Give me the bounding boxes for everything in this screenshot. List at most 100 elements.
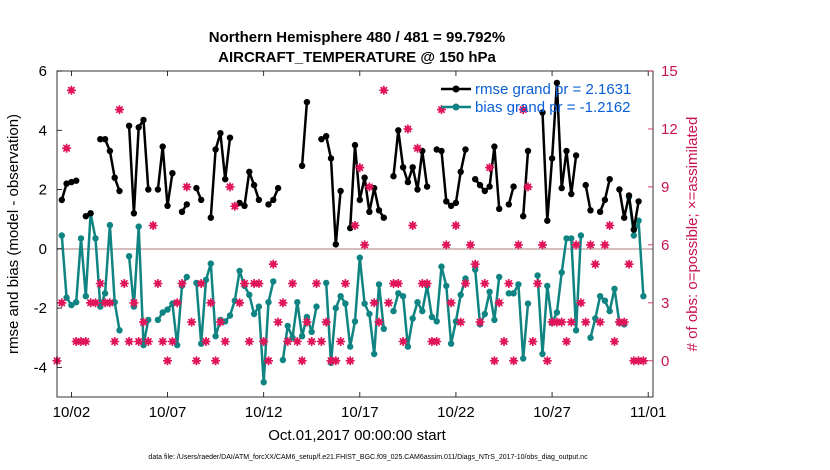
obs-marker-star xyxy=(610,337,619,346)
obs-count-series xyxy=(52,85,648,366)
rmse-point xyxy=(193,184,200,192)
obs-marker-star xyxy=(119,279,129,288)
obs-marker-star xyxy=(345,356,355,366)
rmse-point xyxy=(106,147,114,155)
rmse-point xyxy=(183,201,190,208)
chart-title: Northern Hemisphere 480 / 481 = 99.792% xyxy=(209,29,505,46)
bias-point xyxy=(611,285,618,292)
obs-marker xyxy=(71,337,81,346)
obs-marker xyxy=(379,85,389,95)
obs-marker-star xyxy=(538,240,547,250)
obs-marker xyxy=(465,240,475,250)
obs-marker-star xyxy=(614,317,624,327)
bias-point xyxy=(390,307,397,315)
rmse-point xyxy=(606,176,613,183)
rmse-point xyxy=(145,186,152,193)
obs-marker xyxy=(513,240,523,250)
obs-marker-star xyxy=(249,279,259,288)
bias-point xyxy=(164,306,171,313)
legend: rmse grand pr = 2.1631 bias grand pr = -… xyxy=(441,81,631,116)
rmse-point xyxy=(582,181,589,189)
obs-marker xyxy=(95,279,105,288)
rmse-point xyxy=(457,168,464,175)
obs-marker xyxy=(139,317,148,327)
x-tick-label: 10/12 xyxy=(245,404,283,421)
obs-marker-star xyxy=(369,298,379,308)
obs-marker xyxy=(76,337,86,346)
obs-marker-star xyxy=(403,124,413,134)
x-tick-label: 10/27 xyxy=(533,404,571,421)
rmse-point xyxy=(553,79,561,87)
rmse-point xyxy=(241,202,248,209)
obs-marker-star xyxy=(129,298,139,308)
obs-marker xyxy=(494,298,504,308)
obs-marker xyxy=(489,356,499,366)
obs-marker xyxy=(638,356,648,366)
obs-marker xyxy=(538,240,547,250)
obs-marker-star xyxy=(148,221,158,230)
obs-marker-star xyxy=(384,298,394,308)
rmse-point xyxy=(520,213,527,220)
obs-marker-star xyxy=(340,279,350,288)
obs-marker xyxy=(456,317,466,327)
obs-marker xyxy=(129,298,139,308)
bias-point xyxy=(351,318,359,325)
y-tick-label: 4 xyxy=(39,122,47,139)
obs-marker xyxy=(177,279,187,288)
y2-tick-label: 12 xyxy=(661,121,678,138)
bias-point xyxy=(375,281,383,288)
y-axis-left: -4 -2 0 2 4 6 xyxy=(34,63,62,376)
bias-point xyxy=(183,273,190,281)
rmse-point xyxy=(68,178,75,186)
bias-point xyxy=(236,267,243,275)
rmse-point xyxy=(630,226,637,233)
rmse-point xyxy=(491,143,498,150)
bias-point xyxy=(284,322,291,330)
rmse-point xyxy=(298,162,306,169)
rmse-point xyxy=(375,207,383,214)
obs-marker xyxy=(191,356,201,366)
obs-marker xyxy=(504,279,514,288)
rmse-point xyxy=(409,164,416,171)
rmse-point xyxy=(548,155,556,162)
obs-marker xyxy=(211,356,221,366)
bias-point xyxy=(558,269,565,276)
rmse-point xyxy=(558,184,565,192)
bias-point xyxy=(366,310,373,318)
data-file-footer: data file: /Users/raeder/DAI/ATM_forcXX/… xyxy=(148,454,588,461)
obs-marker xyxy=(586,240,595,250)
bias-point xyxy=(106,221,114,229)
obs-marker xyxy=(66,85,76,95)
bias-point xyxy=(486,288,493,295)
obs-marker-star xyxy=(523,182,533,192)
chart-subtitle: AIRCRAFT_TEMPERATURE @ 150 hPa xyxy=(218,49,496,66)
bias-line xyxy=(473,269,501,326)
y-axis-label: rmse and bias (model - observation) xyxy=(5,114,22,354)
obs-marker-star xyxy=(158,337,168,346)
obs-marker-star xyxy=(331,356,341,366)
obs-marker xyxy=(268,259,278,269)
rmse-point xyxy=(486,183,493,190)
obs-marker xyxy=(355,163,365,173)
obs-marker-star xyxy=(619,317,629,327)
bias-point xyxy=(395,290,402,297)
obs-marker xyxy=(624,259,634,269)
rmse-point xyxy=(323,133,330,140)
rmse-point xyxy=(125,122,133,129)
obs-marker xyxy=(273,317,283,327)
obs-marker-star xyxy=(374,317,384,327)
obs-marker xyxy=(547,317,557,327)
rmse-point xyxy=(414,186,421,193)
bias-point xyxy=(544,282,551,290)
rmse-point xyxy=(356,196,363,204)
obs-marker xyxy=(552,317,562,327)
bias-point xyxy=(520,355,527,362)
obs-marker-star xyxy=(461,279,470,288)
obs-marker-star xyxy=(273,317,283,327)
obs-marker-star xyxy=(57,298,67,308)
obs-marker-star xyxy=(417,279,427,288)
obs-marker-star xyxy=(336,337,346,346)
obs-marker-star xyxy=(624,259,634,269)
obs-marker-star xyxy=(230,201,240,211)
bias-point xyxy=(534,272,541,279)
